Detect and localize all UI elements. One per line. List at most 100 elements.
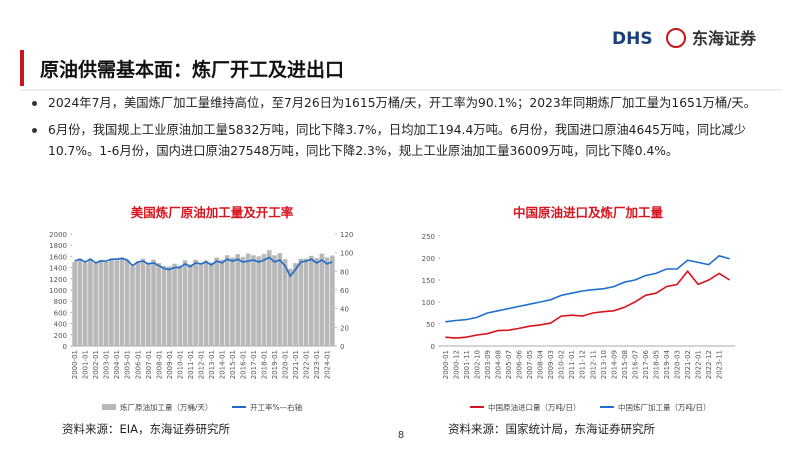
bullet: 2024年7月，美国炼厂加工量维持高位，至7月26日为1615万桶/天，开工率为… [30,93,775,114]
legend-label: 炼厂原油加工量（万桶/天） [120,402,213,412]
x-tick-label: 2003-01 [103,350,111,379]
bar [266,250,272,346]
bar [282,259,288,346]
x-tick-label: 2004-01 [113,350,121,379]
bar [135,261,141,346]
y-tick-label: 100 [422,299,435,307]
bar [88,258,93,346]
bar [114,260,120,346]
bar [193,259,198,346]
x-tick-label: 2002-10 [473,350,481,379]
x-tick-label: 2003-09 [484,350,492,379]
y2-tick-label: 120 [340,231,353,239]
y2-tick-label: 20 [340,324,349,332]
legend-label: 开工率%—右轴 [250,402,302,412]
x-tick-label: 2017-06 [642,349,650,379]
slide-title: 原油供需基本面：炼厂开工及进出口 [40,58,344,81]
y2-tick-label: 0 [340,343,344,351]
x-tick-label: 2007-01 [145,350,153,379]
x-tick-label: 2007-05 [526,350,534,379]
bar [230,257,235,346]
bar [109,258,114,346]
bar [166,266,172,346]
x-tick-label: 2008-04 [537,349,545,379]
bar [124,259,130,346]
y-tick-label: 1200 [49,276,67,284]
x-tick-label: 2001-01 [82,350,90,379]
x-tick-label: 2011-01 [187,350,195,379]
x-tick-label: 2012-01 [197,350,205,379]
x-tick-label: 2020-03 [674,350,682,379]
bar [245,253,251,346]
x-tick-label: 2024-01 [324,350,332,379]
x-tick-label: 2016-01 [239,350,247,379]
logo-icon [666,28,686,48]
bar [172,263,177,346]
line [445,269,731,339]
bar [261,254,267,346]
x-tick-label: 2023-11 [716,350,724,379]
bar [298,258,304,346]
x-tick-label: 2022-01 [695,350,703,379]
x-tick-label: 2014-01 [218,350,226,379]
bar [214,257,219,346]
chart-title: 美国炼厂原油加工量及开工率 [131,205,294,220]
x-tick-label: 2011-01 [568,350,576,379]
y-tick-label: 2000 [49,231,67,239]
bullets: 2024年7月，美国炼厂加工量维持高位，至7月26日为1615万桶/天，开工率为… [30,93,775,168]
bar [93,263,98,346]
bar [235,254,241,346]
bar [98,259,104,346]
title-bar [20,50,24,86]
legend-label: 中国炼厂加工量（万吨/日） [618,402,711,412]
x-tick-label: 2010-02 [558,350,566,379]
x-tick-label: 2022-12 [705,350,713,379]
bar [330,255,335,346]
x-tick-label: 2012-11 [589,350,597,379]
y-tick-label: 1400 [49,265,67,273]
bar [272,255,277,346]
bar [240,256,246,346]
x-tick-label: 2000-12 [452,350,460,379]
source: 资料来源：国家统计局，东海证券研究所 [448,422,655,436]
x-tick-label: 2018-05 [652,350,660,379]
bar [219,259,225,346]
y-tick-label: 200 [54,332,67,340]
bar [324,257,330,346]
x-tick-label: 2000-01 [442,350,450,379]
source: 资料来源：EIA，东海证券研究所 [62,422,231,436]
bar [151,259,156,346]
bar [277,253,283,346]
bar [209,262,214,346]
y-tick-label: 1800 [49,242,67,250]
y2-tick-label: 80 [340,268,349,276]
x-tick-label: 2018-01 [260,350,268,379]
bar [224,255,230,346]
bar [182,260,188,346]
bar [130,266,135,346]
bar [119,257,125,346]
bar [145,262,151,346]
y2-tick-label: 100 [340,250,353,258]
y-tick-label: 0 [63,343,67,351]
x-tick-label: 2013-01 [208,350,216,379]
bar [293,263,298,346]
bar [72,262,77,346]
x-tick-label: 2008-01 [155,350,163,379]
bar [156,263,162,346]
bar [303,258,309,346]
bar [77,258,83,346]
bar [177,265,183,346]
y2-tick-label: 60 [340,287,349,295]
x-tick-label: 2006-06 [516,349,524,379]
bar [161,265,167,346]
y-tick-label: 200 [422,255,435,263]
bar [82,262,88,346]
line [445,254,730,323]
y-tick-label: 600 [54,309,67,317]
x-tick-label: 2020-01 [282,350,290,379]
bar [251,255,256,346]
y-tick-label: 250 [422,233,435,241]
